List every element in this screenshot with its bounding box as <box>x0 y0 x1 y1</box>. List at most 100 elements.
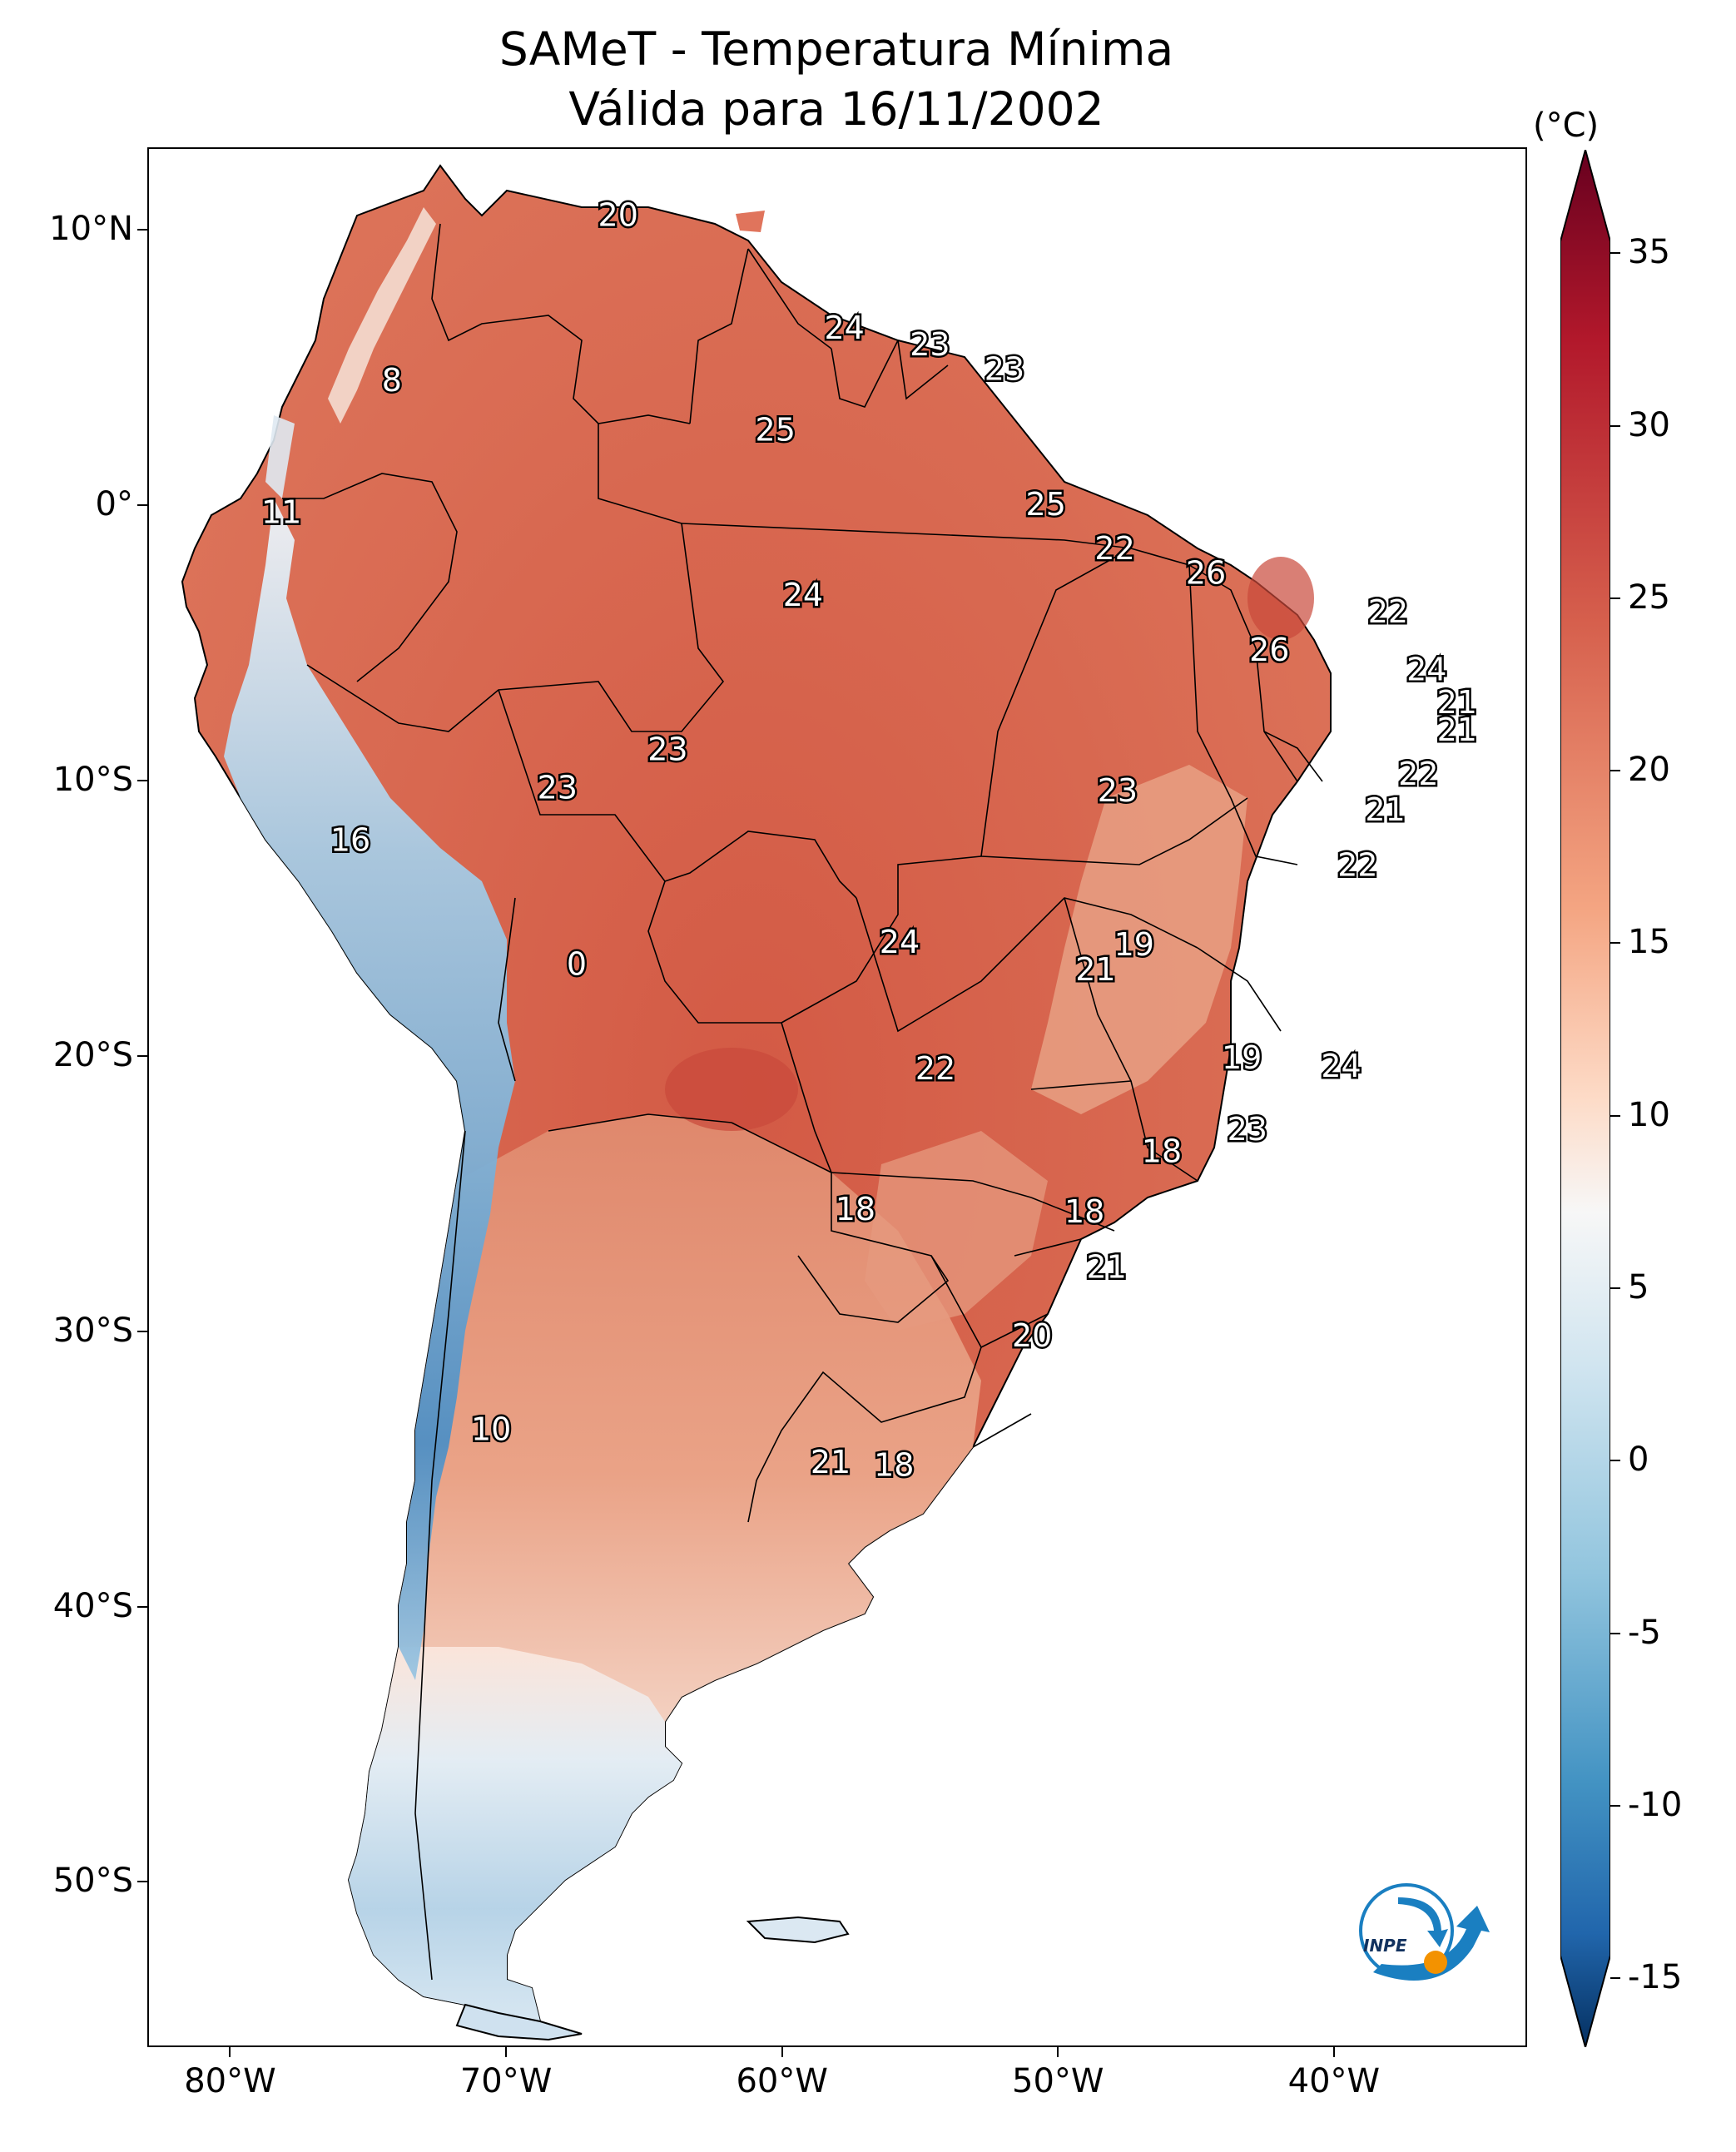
station-value-label: 21 <box>1437 684 1477 721</box>
colorbar-tick-label: 25 <box>1628 578 1670 617</box>
station-value-label: 24 <box>824 310 864 346</box>
region-andes <box>224 498 515 1680</box>
lat-tick-mark <box>137 1605 147 1608</box>
lat-tick-label: 30°S <box>52 1311 133 1350</box>
colorbar <box>1560 150 1610 2047</box>
colorbar-tick <box>1610 1632 1620 1634</box>
station-value-label: 24 <box>783 577 823 613</box>
colorbar-tick-label: 35 <box>1628 233 1670 272</box>
station-value-label: 26 <box>1186 555 1226 592</box>
lon-tick-label: 80°W <box>184 2062 276 2100</box>
inpe-logo: INPE <box>1359 1883 1490 1981</box>
lon-tick-mark <box>1332 2047 1335 2057</box>
lon-tick-label: 60°W <box>736 2062 828 2100</box>
station-value-label: 22 <box>1094 530 1134 567</box>
station-value-label: 21 <box>1437 712 1477 748</box>
station-value-label: 11 <box>261 494 301 531</box>
station-value-label: 23 <box>538 770 578 806</box>
map-subtitle: Válida para 16/11/2002 <box>568 82 1104 136</box>
colorbar-tick-label: 5 <box>1628 1268 1649 1307</box>
station-value-label: 24 <box>880 924 920 960</box>
colorbar-tick-label: -15 <box>1628 1958 1683 1997</box>
station-value-label: 21 <box>1365 791 1405 828</box>
colorbar-tick <box>1610 1977 1620 1980</box>
station-value-label: 22 <box>1368 593 1408 630</box>
region-ecuador-andes <box>265 415 295 498</box>
station-value-label: 0 <box>567 945 587 982</box>
tierra-del-fuego <box>455 2003 583 2041</box>
region-brazil-highlands <box>1031 765 1247 1114</box>
caribbean-islands <box>736 211 765 232</box>
station-value-label: 10 <box>471 1411 511 1448</box>
lat-tick-mark <box>137 780 147 781</box>
map-title: SAMeT - Temperatura Mínima <box>498 22 1174 76</box>
station-value-label: 21 <box>811 1444 851 1480</box>
station-value-label: 20 <box>1012 1317 1052 1354</box>
station-value-label: 25 <box>756 411 796 448</box>
lon-tick-mark <box>505 2047 508 2057</box>
lon-tick-label: 50°W <box>1012 2062 1104 2100</box>
region-chaco-hot <box>665 1048 798 1131</box>
colorbar-tick <box>1610 424 1620 427</box>
station-value-label: 23 <box>1228 1111 1267 1148</box>
lon-tick-mark <box>229 2047 231 2057</box>
colorbar-tick-label: 15 <box>1628 923 1670 962</box>
colorbar-tick <box>1610 770 1620 772</box>
lat-tick-label: 10°S <box>52 761 133 799</box>
colorbar-tick-label: 30 <box>1628 405 1670 444</box>
lat-tick-label: 20°S <box>52 1035 133 1074</box>
colorbar-tick <box>1610 1460 1620 1462</box>
station-value-label: 18 <box>1142 1133 1182 1169</box>
station-value-label: 23 <box>647 731 687 767</box>
station-value-label: 22 <box>915 1050 955 1087</box>
falkland-islands <box>746 1916 850 1944</box>
station-value-label: 21 <box>1086 1248 1126 1285</box>
logo-text: INPE <box>1363 1936 1407 1956</box>
station-value-label: 23 <box>1098 772 1138 809</box>
colorbar-unit-label: (°C) <box>1533 107 1600 145</box>
lat-tick-label: 40°S <box>52 1586 133 1625</box>
station-value-label: 25 <box>1026 486 1066 523</box>
lat-tick-mark <box>137 229 147 231</box>
colorbar-tick <box>1610 597 1620 599</box>
station-value-label: 22 <box>1398 756 1438 792</box>
colorbar-tick <box>1610 1114 1620 1117</box>
colorbar-tick <box>1610 252 1620 255</box>
station-value-label: 24 <box>1406 651 1446 687</box>
station-value-label: 18 <box>874 1447 914 1484</box>
station-value-label: 8 <box>382 362 402 399</box>
colorbar-tick-label: 0 <box>1628 1440 1649 1480</box>
station-value-label: 19 <box>1114 926 1154 963</box>
region-southeast-brazil <box>865 1131 1048 1331</box>
region-patagonia <box>349 1647 682 2021</box>
lat-tick-label: 10°N <box>49 210 133 249</box>
region-northeast-hot <box>1247 557 1314 640</box>
station-value-label: 23 <box>985 351 1024 388</box>
station-value-label: 18 <box>1064 1193 1104 1230</box>
station-value-label: 23 <box>910 326 950 363</box>
station-value-label: 20 <box>598 196 638 233</box>
station-value-label: 22 <box>1337 846 1377 883</box>
colorbar-tick <box>1610 942 1620 945</box>
station-value-label: 16 <box>330 821 370 858</box>
station-value-label: 26 <box>1249 632 1289 668</box>
colorbar-tick <box>1610 1804 1620 1807</box>
colorbar-body <box>1560 150 1610 2047</box>
region-colombian-andes <box>328 207 436 424</box>
station-value-label: 21 <box>1075 951 1115 988</box>
lat-tick-label: 50°S <box>52 1862 133 1901</box>
colorbar-tick <box>1610 1287 1620 1289</box>
lon-tick-mark <box>781 2047 783 2057</box>
lat-tick-mark <box>137 1881 147 1883</box>
colorbar-tick-label: -5 <box>1628 1613 1661 1652</box>
colorbar-tick-label: 10 <box>1628 1095 1670 1134</box>
lat-tick-mark <box>137 504 147 507</box>
lat-tick-mark <box>137 1330 147 1332</box>
colorbar-tick-label: 20 <box>1628 751 1670 790</box>
lon-tick-label: 70°W <box>459 2062 553 2100</box>
political-borders <box>282 223 1323 1981</box>
station-value-label: 19 <box>1222 1039 1262 1076</box>
